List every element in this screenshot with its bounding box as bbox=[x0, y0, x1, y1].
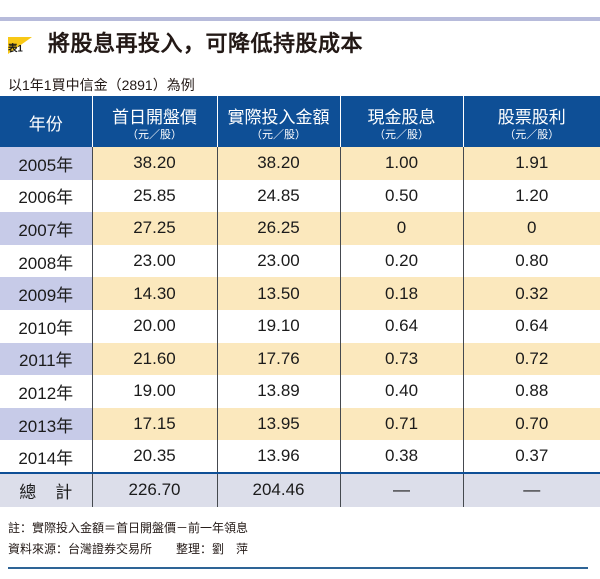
svg-text:表1: 表1 bbox=[8, 43, 24, 55]
